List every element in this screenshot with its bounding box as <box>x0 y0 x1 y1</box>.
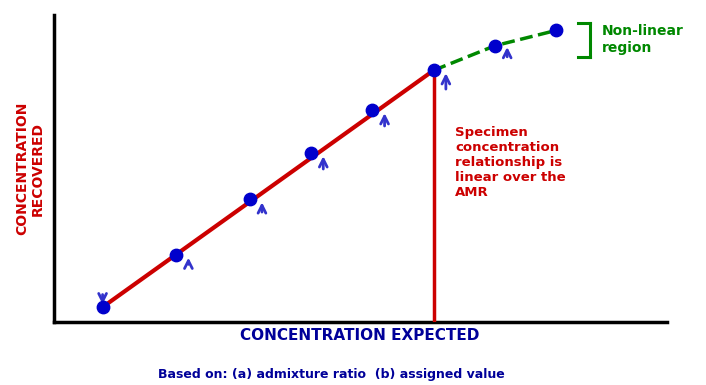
Text: Based on: (a) admixture ratio  (b) assigned value: Based on: (a) admixture ratio (b) assign… <box>158 368 505 381</box>
Point <box>244 196 256 203</box>
Point <box>306 150 317 156</box>
Y-axis label: CONCENTRATION
RECOVERED: CONCENTRATION RECOVERED <box>15 102 45 236</box>
Text: Specimen
concentration
relationship is
linear over the
AMR: Specimen concentration relationship is l… <box>455 126 566 199</box>
Point <box>428 67 439 74</box>
Point <box>170 252 181 258</box>
Point <box>97 304 108 310</box>
Point <box>551 27 562 33</box>
Point <box>366 107 378 114</box>
Point <box>489 43 501 49</box>
X-axis label: CONCENTRATION EXPECTED: CONCENTRATION EXPECTED <box>240 328 480 343</box>
Text: Non-linear
region: Non-linear region <box>602 25 684 55</box>
